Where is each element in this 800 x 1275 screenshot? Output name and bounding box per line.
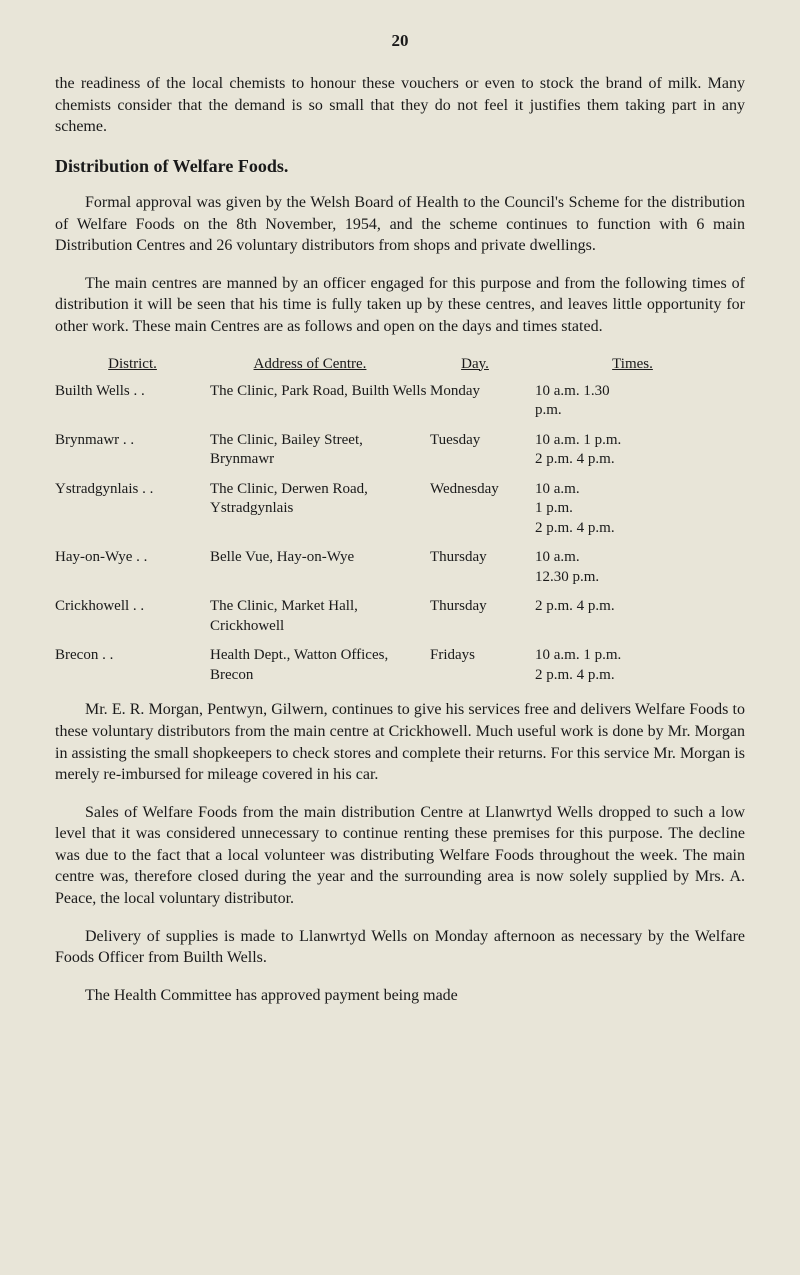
cell-day: Wednesday: [430, 480, 535, 539]
cell-district: Brynmawr: [55, 431, 210, 470]
cell-day: Tuesday: [430, 431, 535, 470]
table-row: Ystradgynlais The Clinic, Derwen Road, Y…: [55, 480, 745, 539]
cell-district: Brecon: [55, 646, 210, 685]
cell-day: Fridays: [430, 646, 535, 685]
paragraph-committee: The Health Committee has approved paymen…: [55, 985, 745, 1007]
cell-address: The Clinic, Market Hall, Crickhowell: [210, 597, 430, 636]
paragraph-sales: Sales of Welfare Foods from the main dis…: [55, 802, 745, 910]
cell-day: Monday: [430, 382, 535, 421]
paragraph-morgan: Mr. E. R. Morgan, Pentwyn, Gilwern, cont…: [55, 699, 745, 785]
paragraph-intro: the readiness of the local chemists to h…: [55, 73, 745, 138]
table-header-row: District. Address of Centre. Day. Times.: [55, 354, 745, 374]
cell-address: The Clinic, Park Road, Builth Wells: [210, 382, 430, 421]
header-district: District.: [55, 354, 210, 374]
cell-address: The Clinic, Derwen Road, Ystradgynlais: [210, 480, 430, 539]
cell-district: Crickhowell: [55, 597, 210, 636]
paragraph-centres: The main centres are manned by an office…: [55, 273, 745, 338]
page-number: 20: [55, 30, 745, 53]
cell-address: The Clinic, Bailey Street, Brynmawr: [210, 431, 430, 470]
cell-times: 10 a.m. 1.30 p.m.: [535, 382, 725, 421]
cell-times: 10 a.m. 12.30 p.m.: [535, 548, 725, 587]
cell-times: 10 a.m. 1 p.m. 2 p.m. 4 p.m.: [535, 431, 725, 470]
header-address: Address of Centre.: [210, 354, 410, 374]
cell-day: Thursday: [430, 597, 535, 636]
cell-times: 2 p.m. 4 p.m.: [535, 597, 725, 636]
paragraph-approval: Formal approval was given by the Welsh B…: [55, 192, 745, 257]
cell-district: Builth Wells: [55, 382, 210, 421]
cell-times: 10 a.m. 1 p.m. 2 p.m. 4 p.m.: [535, 480, 725, 539]
table-row: Crickhowell The Clinic, Market Hall, Cri…: [55, 597, 745, 636]
paragraph-delivery: Delivery of supplies is made to Llanwrty…: [55, 926, 745, 969]
table-row: Builth Wells The Clinic, Park Road, Buil…: [55, 382, 745, 421]
table-row: Brecon Health Dept., Watton Offices, Bre…: [55, 646, 745, 685]
header-day: Day.: [410, 354, 540, 374]
cell-district: Hay-on-Wye: [55, 548, 210, 587]
cell-address: Health Dept., Watton Offices, Brecon: [210, 646, 430, 685]
cell-address: Belle Vue, Hay-on-Wye: [210, 548, 430, 587]
cell-district: Ystradgynlais: [55, 480, 210, 539]
section-title: Distribution of Welfare Foods.: [55, 154, 745, 178]
table-row: Hay-on-Wye Belle Vue, Hay-on-Wye Thursda…: [55, 548, 745, 587]
header-times: Times.: [540, 354, 725, 374]
cell-times: 10 a.m. 1 p.m. 2 p.m. 4 p.m.: [535, 646, 725, 685]
cell-day: Thursday: [430, 548, 535, 587]
table-row: Brynmawr The Clinic, Bailey Street, Bryn…: [55, 431, 745, 470]
